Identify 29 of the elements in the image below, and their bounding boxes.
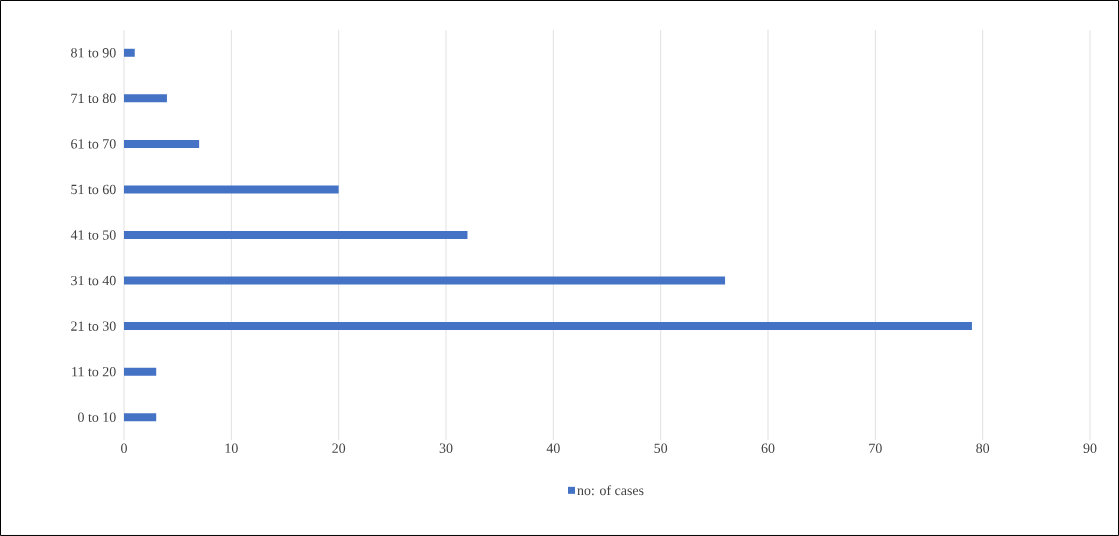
bar (124, 139, 200, 148)
x-tick-label: 90 (1083, 443, 1097, 453)
y-tick-label: 51 to 60 (71, 184, 116, 195)
y-tick-label: 21 to 30 (71, 321, 116, 331)
x-tick-label: 20 (332, 443, 346, 453)
y-tick-label: 31 to 40 (71, 275, 116, 286)
y-tick-label: 81 to 90 (71, 48, 116, 58)
x-tick-label: 40 (546, 443, 560, 453)
bar (124, 413, 157, 422)
x-tick-label: 30 (439, 443, 453, 453)
y-tick-label: 61 to 70 (71, 139, 116, 149)
y-tick-label: 41 to 50 (70, 230, 116, 240)
bar (124, 276, 726, 285)
x-tick-label: 50 (654, 443, 668, 453)
x-tick-label: 60 (761, 443, 775, 453)
bar (124, 230, 468, 239)
y-tick-label: 71 to 80 (71, 93, 116, 104)
bar (124, 185, 339, 194)
x-tick-label: 80 (976, 443, 990, 453)
x-tick-label: 0 (121, 443, 127, 453)
bar (124, 322, 972, 331)
x-tick-label: 70 (869, 443, 882, 453)
bar (124, 48, 135, 57)
x-tick-label: 10 (225, 443, 238, 453)
y-tick-label: 11 to 20 (72, 366, 116, 377)
bar (124, 367, 157, 376)
y-tick-label: 0 to 10 (78, 412, 116, 422)
legend-label: no: of cases (577, 485, 644, 496)
bar (124, 94, 167, 103)
